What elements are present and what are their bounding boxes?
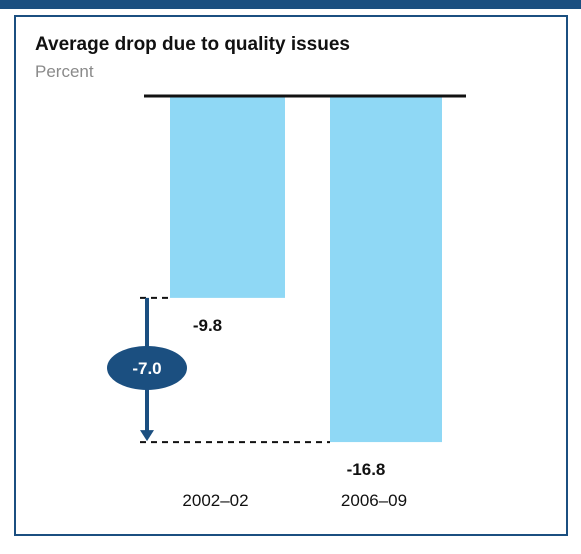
bar-2006–09 <box>330 96 442 443</box>
chart-subtitle: Percent <box>35 62 94 81</box>
difference-badge-label: -7.0 <box>132 359 161 378</box>
value-label-2002–02: -9.8 <box>193 316 222 335</box>
difference-arrow-head <box>140 430 154 442</box>
chart-border <box>14 15 568 536</box>
bar-2002–02 <box>170 96 285 298</box>
category-label-2002–02: 2002–02 <box>182 491 248 510</box>
value-label-2006–09: -16.8 <box>347 460 386 479</box>
top-accent-band <box>0 0 581 9</box>
category-label-2006–09: 2006–09 <box>341 491 407 510</box>
chart-title: Average drop due to quality issues <box>35 34 350 55</box>
difference-badge <box>107 345 187 390</box>
